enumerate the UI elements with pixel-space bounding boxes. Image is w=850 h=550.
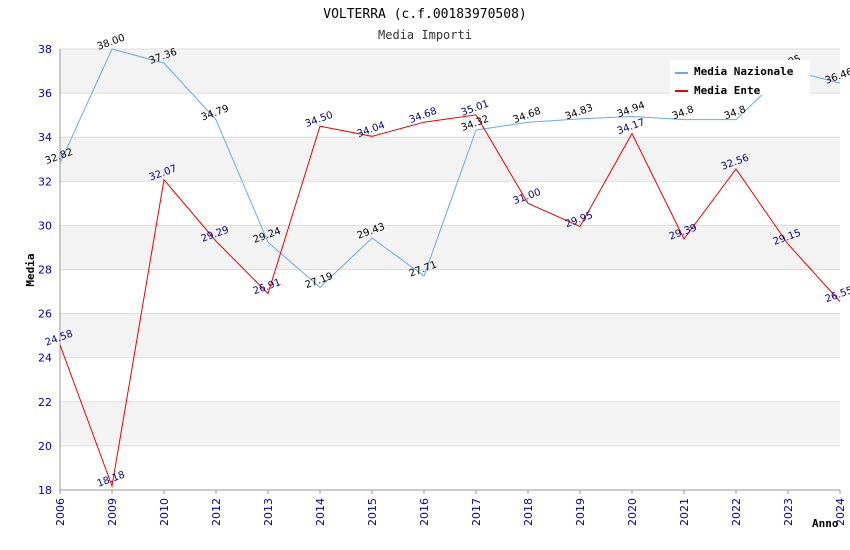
plot-band (60, 445, 840, 490)
x-tick-label: 2015 (366, 498, 379, 526)
plot-background (60, 49, 840, 490)
x-tick-label: 2023 (782, 498, 795, 526)
legend-label-nazionale: Media Nazionale (694, 65, 794, 78)
y-tick-labels: 18 20 22 24 26 28 30 32 34 36 38 (38, 43, 52, 497)
x-tick-label: 2010 (158, 498, 171, 526)
y-tick-label: 18 (38, 484, 52, 497)
x-tick-label: 2018 (522, 498, 535, 526)
y-tick-label: 32 (38, 175, 52, 188)
y-tick-label: 24 (38, 352, 52, 365)
y-tick-label: 26 (38, 308, 52, 321)
x-tick-label: 2013 (262, 498, 275, 526)
y-tick-label: 34 (38, 131, 52, 144)
series-line-media-ente (59, 114, 841, 488)
plot-band (60, 313, 840, 358)
y-tick-label: 20 (38, 440, 52, 453)
x-tick-label: 2022 (730, 498, 743, 526)
x-axis-label: Anno (812, 517, 839, 530)
plot-band (60, 357, 840, 402)
plot-band (60, 93, 840, 138)
x-tick-label: 2017 (470, 498, 483, 526)
x-tick-label: 2021 (678, 498, 691, 526)
x-tick-label: 2009 (106, 498, 119, 526)
x-tick-label: 2024 (834, 498, 847, 526)
y-tick-label: 28 (38, 264, 52, 277)
y-tick-label: 22 (38, 396, 52, 409)
plot-band (60, 269, 840, 314)
x-tick-label: 2020 (626, 498, 639, 526)
x-tick-label: 2019 (574, 498, 587, 526)
plot-band (60, 225, 840, 270)
legend-box (670, 60, 810, 95)
y-tick-label: 30 (38, 219, 52, 232)
legend: Media Nazionale Media Ente (670, 60, 810, 97)
chart-title: VOLTERRA (c.f.00183970508) (323, 7, 527, 22)
x-tick-label: 2016 (418, 498, 431, 526)
x-tick-label: 2014 (314, 498, 327, 526)
x-tick-labels: 2006 2009 2010 2012 2013 2014 2015 2016 2017 2018… (54, 490, 847, 526)
plot-band (60, 137, 840, 182)
chart-subtitle: Media Importi (378, 28, 472, 42)
y-tick-label: 38 (38, 43, 52, 56)
y-axis-label: Media (24, 253, 37, 286)
y-tick-label: 36 (38, 87, 52, 100)
legend-label-ente: Media Ente (694, 84, 761, 97)
x-tick-label: 2012 (210, 498, 223, 526)
plot-band (60, 401, 840, 446)
x-tick-label: 2006 (54, 498, 67, 526)
series-lines (59, 48, 841, 488)
series-line-media-nazionale (59, 48, 841, 289)
